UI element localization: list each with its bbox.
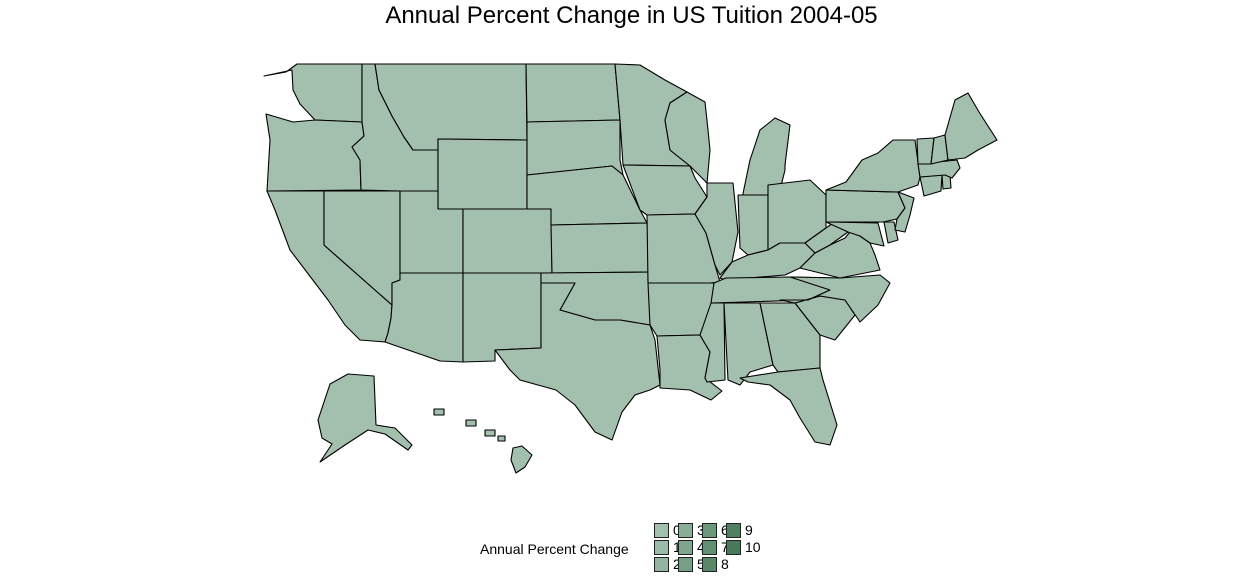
- state-connecticut: [919, 174, 943, 197]
- state-arizona: [384, 272, 464, 363]
- hawaii-island-1: [465, 419, 477, 427]
- legend-label: 9: [745, 522, 753, 538]
- legend-label: 4: [697, 539, 705, 555]
- legend-item: 5: [678, 556, 705, 572]
- legend-item: 0: [654, 522, 681, 538]
- state-wyoming: [437, 138, 528, 210]
- state-illinois: [694, 182, 739, 276]
- legend-swatch: [654, 539, 669, 555]
- state-north-dakota: [525, 63, 621, 123]
- legend-item: 7: [702, 539, 729, 555]
- legend-swatch: [702, 522, 717, 538]
- legend-label: 10: [745, 539, 761, 555]
- state-maryland: [825, 221, 885, 247]
- legend-swatch: [726, 539, 741, 555]
- legend-item: 3: [678, 522, 705, 538]
- legend-label: 6: [721, 522, 729, 538]
- legend-item: 6: [702, 522, 729, 538]
- state-kansas: [550, 222, 653, 274]
- hawaii-island-4: [497, 435, 506, 442]
- state-wisconsin: [664, 91, 711, 184]
- legend-item: 8: [702, 556, 729, 572]
- state-indiana: [737, 194, 769, 256]
- legend-item: 1: [654, 539, 681, 555]
- hawaii-island-2: [484, 429, 496, 437]
- legend-label: 2: [673, 556, 681, 572]
- state-texas: [494, 282, 661, 441]
- state-washington: [263, 63, 363, 123]
- state-new-jersey: [894, 191, 915, 233]
- legend-item: 9: [726, 522, 753, 538]
- legend-label: 5: [697, 556, 705, 572]
- state-new-york: [825, 139, 921, 193]
- legend-label: 1: [673, 539, 681, 555]
- legend-item: 4: [678, 539, 705, 555]
- hawaii-island-3: [433, 408, 445, 416]
- legend-item: 2: [654, 556, 681, 572]
- legend-swatch: [702, 539, 717, 555]
- legend-label: 8: [721, 556, 729, 572]
- state-maine: [944, 92, 998, 161]
- legend-label: 0: [673, 522, 681, 538]
- legend-label: 7: [721, 539, 729, 555]
- legend-label: 3: [697, 522, 705, 538]
- legend-swatch: [678, 522, 693, 538]
- state-pennsylvania: [825, 189, 906, 223]
- legend-swatch: [726, 522, 741, 538]
- state-hawaii: [510, 445, 533, 474]
- legend-swatch: [654, 556, 669, 572]
- legend-item: 10: [726, 539, 761, 555]
- legend-title: Annual Percent Change: [480, 541, 629, 557]
- legend-swatch: [678, 539, 693, 555]
- legend-swatch: [654, 522, 669, 538]
- states-layer: [263, 63, 998, 474]
- state-delaware: [883, 221, 899, 244]
- state-north-carolina: [779, 274, 891, 323]
- state-oregon: [265, 113, 365, 192]
- state-colorado: [462, 208, 553, 274]
- state-florida: [739, 367, 838, 446]
- legend-swatch: [678, 556, 693, 572]
- map-title: Annual Percent Change in US Tuition 2004…: [385, 2, 878, 29]
- legend-swatch: [702, 556, 717, 572]
- state-alaska: [317, 373, 413, 463]
